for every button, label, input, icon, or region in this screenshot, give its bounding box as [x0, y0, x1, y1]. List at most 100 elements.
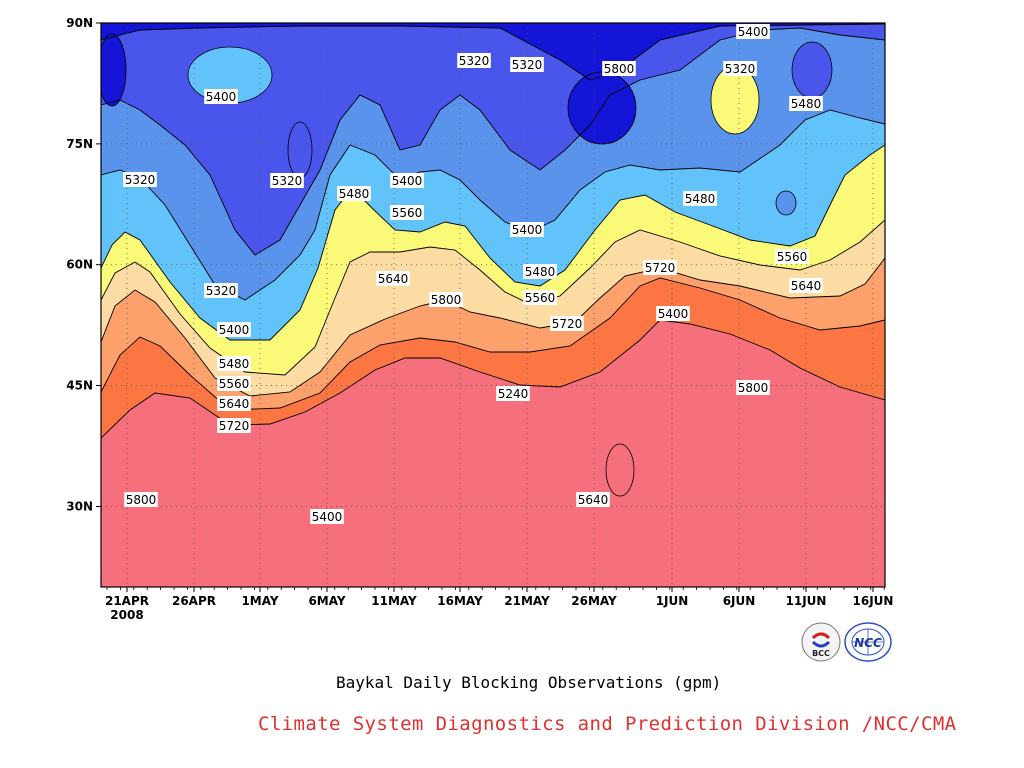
contour-label-bg-24 — [576, 492, 610, 507]
chart-caption: Baykal Daily Blocking Observations (gpm) — [336, 673, 722, 692]
contour-label-28: 5400 — [738, 25, 769, 39]
contour-bands — [101, 23, 885, 587]
contour-core-7 — [605, 443, 635, 497]
contour-label-7: 5800 — [126, 493, 157, 507]
contour-label-23: 5800 — [604, 62, 635, 76]
contour-label-bg-32 — [775, 249, 809, 264]
contour-core-5 — [775, 190, 797, 216]
contour-line-0 — [101, 319, 885, 439]
contour-label-bg-11 — [390, 173, 424, 188]
contour-band-6 — [101, 23, 885, 255]
contour-label-3: 5480 — [219, 357, 250, 371]
ncc-logo-text: NCC — [854, 636, 882, 650]
contour-label-21: 5720 — [552, 317, 583, 331]
axis-ticks: 30N 45N 60N 75N 90N 21APR 26APR 1MAY 6MAY 11MAY 16… — [66, 16, 893, 622]
contour-label-bg-23 — [602, 61, 636, 76]
contour-core-0 — [567, 71, 637, 145]
contour-label-31: 5480 — [791, 97, 822, 111]
plot-frame — [100, 22, 886, 588]
y-tick-label-2: 60N — [66, 258, 93, 272]
x-tick-label-1: 26APR — [172, 594, 216, 608]
contour-label-bg-26 — [656, 306, 690, 321]
contour-label-19: 5480 — [525, 265, 556, 279]
contour-label-bg-25 — [643, 260, 677, 275]
contour-label-bg-6 — [217, 418, 251, 433]
contour-label-bg-5 — [217, 396, 251, 411]
contour-label-bg-22 — [496, 386, 530, 401]
contour-label-15: 5400 — [312, 510, 343, 524]
contour-label-bg-29 — [736, 380, 770, 395]
contour-label-11: 5400 — [392, 174, 423, 188]
contour-label-20: 5560 — [525, 291, 556, 305]
contour-label-bg-18 — [510, 222, 544, 237]
contour-label-16: 5320 — [459, 54, 490, 68]
contour-label-bg-12 — [390, 205, 424, 220]
contour-label-25: 5720 — [645, 261, 676, 275]
contour-label-bg-1 — [123, 172, 157, 187]
bcc-logo: BCC — [801, 622, 841, 662]
contour-label-bg-13 — [376, 271, 410, 286]
x-tick-label-0: 21APR — [105, 594, 149, 608]
contour-label-bg-21 — [550, 316, 584, 331]
contour-label-bg-30 — [723, 61, 757, 76]
y-tick-label-1: 45N — [66, 379, 93, 393]
contour-label-bg-15 — [310, 509, 344, 524]
y-tick-label-4: 90N — [66, 16, 93, 30]
contour-label-13: 5640 — [378, 272, 409, 286]
contour-line-7 — [101, 23, 885, 81]
contour-line-6 — [101, 27, 885, 256]
contour-label-4: 5560 — [219, 377, 250, 391]
contour-label-26: 5400 — [658, 307, 689, 321]
contour-label-24: 5640 — [578, 493, 609, 507]
contour-label-bg-27 — [683, 191, 717, 206]
contour-label-1: 5320 — [125, 173, 156, 187]
contour-label-bg-20 — [523, 290, 557, 305]
contour-label-27: 5480 — [685, 192, 716, 206]
contour-line-1 — [101, 277, 885, 411]
contour-core-4 — [710, 65, 760, 135]
contour-label-33: 5640 — [791, 279, 822, 293]
contour-label-bg-2 — [217, 322, 251, 337]
contour-label-32: 5560 — [777, 250, 808, 264]
ncc-logo: NCC — [844, 622, 892, 662]
x-tick-label-6: 21MAY — [504, 594, 550, 608]
contour-label-bg-31 — [789, 96, 823, 111]
contour-label-12: 5560 — [392, 206, 423, 220]
contour-label-bg-3 — [217, 356, 251, 371]
x-tick-label-5: 16MAY — [437, 594, 483, 608]
contour-label-bg-33 — [789, 278, 823, 293]
contour-core-6 — [287, 121, 313, 179]
x-tick-label-4: 11MAY — [371, 594, 417, 608]
contour-label-2: 5400 — [219, 323, 250, 337]
credit-line: Climate System Diagnostics and Predictio… — [258, 713, 957, 735]
x-year-label: 2008 — [110, 608, 143, 622]
y-tick-label-0: 30N — [66, 499, 93, 513]
y-tick-label-3: 75N — [66, 137, 93, 151]
contour-label-17: 5320 — [512, 58, 543, 72]
contour-label-bg-9 — [337, 186, 371, 201]
contour-label-bg-7 — [124, 492, 158, 507]
contour-label-bg-10 — [270, 173, 304, 188]
contour-line-4 — [101, 144, 885, 341]
contour-label-bg-19 — [523, 264, 557, 279]
contour-label-9: 5480 — [339, 187, 370, 201]
x-tick-label-10: 11JUN — [786, 594, 827, 608]
contour-label-10: 5320 — [272, 174, 303, 188]
x-tick-label-8: 1JUN — [656, 594, 689, 608]
contour-core-1 — [101, 33, 127, 107]
x-tick-label-11: 16JUN — [853, 594, 894, 608]
x-tick-label-3: 6MAY — [308, 594, 345, 608]
contour-label-5: 5640 — [219, 397, 250, 411]
contour-label-bg-14 — [429, 292, 463, 307]
contour-label-14: 5800 — [431, 293, 462, 307]
contour-line-3 — [101, 219, 885, 376]
contour-label-bg-17 — [510, 57, 544, 72]
contour-label-22: 5240 — [498, 387, 529, 401]
contour-label-bg-4 — [217, 376, 251, 391]
contour-label-18: 5400 — [512, 223, 543, 237]
contour-label-bg-0 — [204, 89, 238, 104]
contour-label-29: 5800 — [738, 381, 769, 395]
contour-label-8: 5320 — [206, 284, 237, 298]
